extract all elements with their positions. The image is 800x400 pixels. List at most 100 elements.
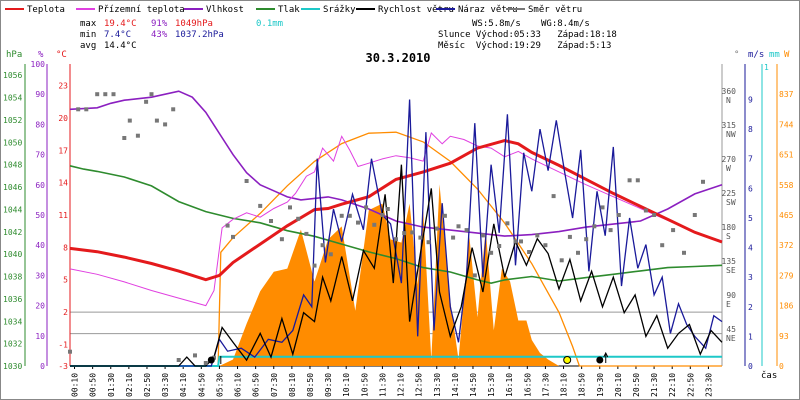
- c-tick-label: 5: [63, 276, 68, 285]
- ms-tick-label: 0: [748, 362, 753, 371]
- legend-item-naraz-vetru: Náraz větru: [436, 5, 518, 15]
- legend: Teplota Přízemní teplota Vlhkost Tlak Sr…: [5, 5, 582, 15]
- wind-direction-point: [543, 243, 548, 248]
- wind-direction-point: [635, 178, 640, 183]
- wind-direction-point: [410, 230, 415, 235]
- x-tick-label: 10:10: [342, 373, 351, 397]
- c-tick-label: 11: [58, 211, 68, 220]
- axis-unit-w: W: [784, 50, 790, 60]
- wind-direction-point: [372, 222, 377, 227]
- ms-tick-label: 5: [748, 214, 753, 223]
- wind-direction-point: [304, 231, 309, 236]
- axis-units: hPa % °C ° m/s mm W čas: [6, 50, 790, 381]
- wind-direction-point: [551, 194, 556, 199]
- x-tick-label: 00:10: [71, 373, 80, 397]
- wind-direction-point: [627, 178, 632, 183]
- wind-direction-point: [464, 228, 469, 233]
- wind-direction-point: [426, 240, 431, 245]
- x-axis: 00:10 00:50 01:30 02:10 02:50 03:30 04:10 04:50…: [71, 366, 713, 397]
- wind-direction-point: [505, 221, 510, 226]
- legend-item-srazky: Srážky: [301, 5, 356, 15]
- moonrise-marker: [596, 356, 604, 364]
- wind-direction-point: [527, 250, 532, 254]
- wind-direction-point: [356, 220, 360, 225]
- hpa-tick-label: 1040: [3, 250, 22, 259]
- hpa-tick-label: 1032: [3, 340, 22, 349]
- rychlost-vetru-line: [70, 164, 723, 367]
- wind-direction-point: [535, 233, 540, 238]
- hpa-tick-label: 1038: [3, 273, 22, 282]
- wind-direction-point: [600, 205, 605, 210]
- x-tick-label: 18:50: [578, 373, 587, 397]
- x-tick-label: 10:50: [360, 373, 369, 397]
- w-tick-label: 837: [779, 90, 794, 99]
- hpa-tick-label: 1052: [3, 116, 22, 125]
- legend-label-naraz-vetru: Náraz větru: [458, 5, 518, 15]
- c-tick-label: 23: [58, 82, 68, 91]
- stats-max-hum: 91%: [151, 19, 168, 29]
- wind-direction-point: [380, 213, 385, 217]
- w-tick-label: 93: [779, 332, 789, 341]
- hpa-tick-label: 1050: [3, 138, 22, 147]
- w-tick-label: 465: [779, 211, 794, 220]
- hpa-tick-label: 1054: [3, 94, 22, 103]
- w-tick-label: 186: [779, 302, 794, 311]
- x-tick-label: 06:50: [252, 373, 261, 397]
- wind-direction-point: [616, 213, 621, 217]
- dir-degree-label: 270: [722, 155, 737, 164]
- legend-label-vlhkost: Vlhkost: [206, 5, 244, 15]
- ms-tick-label: 2: [748, 303, 753, 312]
- x-tick-label: 17:30: [541, 373, 550, 397]
- x-tick-label: 00:50: [89, 373, 98, 397]
- wind-direction-point: [127, 118, 132, 123]
- wind-direction-point: [212, 355, 216, 360]
- legend-item-rychlost-vetru: Rychlost větru: [356, 5, 454, 15]
- x-tick-label: 20:50: [632, 373, 641, 397]
- hpa-tick-label: 1044: [3, 205, 22, 214]
- stats-wg: WG:8.4m/s: [541, 19, 590, 29]
- wind-direction-point: [576, 250, 580, 255]
- wind-direction-point: [434, 226, 439, 231]
- wind-direction-point: [84, 107, 89, 112]
- legend-item-prizemni-teplota: Přízemní teplota: [76, 5, 185, 15]
- pct-tick-label: 70: [35, 151, 45, 160]
- x-tick-label: 14:10: [451, 373, 460, 397]
- x-tick-label: 11:30: [378, 373, 387, 397]
- wind-direction-point: [320, 243, 325, 248]
- wind-direction-point: [643, 208, 648, 213]
- wind-direction-point: [288, 205, 292, 210]
- x-tick-label: 01:30: [107, 373, 116, 397]
- wind-direction-point: [402, 231, 407, 236]
- x-tick-label: 02:50: [143, 373, 152, 397]
- dir-compass-label: S: [726, 232, 731, 241]
- stats-avg-temp: 14.4°C: [104, 41, 137, 51]
- hpa-tick-label: 1030: [3, 362, 22, 371]
- legend-label-prizemni-teplota: Přízemní teplota: [98, 5, 185, 15]
- x-tick-label: 03:30: [161, 373, 170, 397]
- pct-tick-label: 60: [35, 181, 45, 190]
- ms-tick-label: 8: [748, 125, 753, 134]
- c-tick-label: 14: [58, 179, 68, 188]
- wind-direction-point: [480, 233, 485, 238]
- event-markers: [207, 351, 609, 364]
- dir-compass-label: SW: [726, 198, 736, 207]
- dir-compass-label: E: [726, 300, 731, 309]
- wind-direction-point: [144, 99, 149, 104]
- wind-direction-point: [472, 273, 477, 278]
- wind-direction-point: [347, 213, 352, 218]
- wind-direction-point: [701, 179, 705, 184]
- wind-direction-point: [244, 179, 249, 183]
- moonrise-arrow-head: [603, 351, 609, 358]
- wind-direction-point: [231, 234, 235, 239]
- wind-direction-point: [567, 234, 572, 239]
- w-tick-label: 558: [779, 181, 794, 190]
- x-tick-label: 12:50: [415, 373, 424, 397]
- legend-label-tlak: Tlak: [278, 5, 300, 15]
- wind-direction-point: [692, 213, 697, 217]
- hpa-tick-label: 1046: [3, 183, 22, 192]
- wind-direction-point: [258, 203, 263, 208]
- w-tick-label: 651: [779, 151, 794, 160]
- x-tick-label: 22:10: [668, 373, 677, 397]
- w-tick-label: 279: [779, 271, 794, 280]
